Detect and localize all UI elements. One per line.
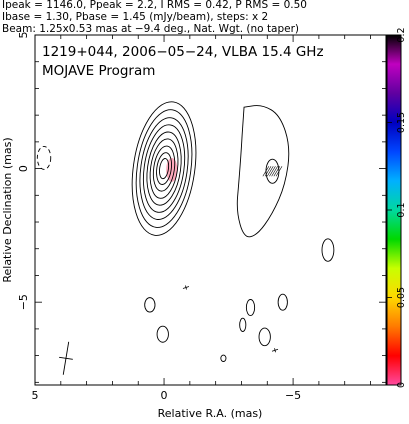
header-line-3: Beam: 1.25x0.53 mas at −9.4 deg., Nat. W… [2, 23, 299, 35]
y-tick-label-2: −5 [17, 294, 30, 310]
plot-area-frame [34, 34, 387, 386]
small-contour-2 [156, 325, 169, 343]
core-contour-7 [135, 109, 193, 228]
small-contour-3 [220, 354, 227, 362]
header-line-1: Ipeak = 1146.0, Ppeak = 2.2, I RMS = 0.4… [2, 0, 307, 11]
y-tick-label-1: 0 [17, 165, 30, 172]
y-axis-title: Relative Declination (mas) [1, 137, 14, 282]
x-axis-title: Relative R.A. (mas) [158, 407, 263, 420]
small-contour-8 [321, 238, 335, 262]
core-contour-5 [142, 124, 186, 213]
small-contour-7 [277, 293, 288, 311]
knot-hatch-5 [273, 166, 281, 177]
core-contour-4 [146, 131, 182, 206]
knot-hatch-2 [266, 166, 274, 177]
small-contour-1 [144, 297, 156, 313]
core-contour-2 [152, 145, 176, 192]
colorbar-tick-label-3: 0.15 [396, 112, 407, 133]
x-tick-label-1: 0 [161, 389, 168, 402]
small-contour-5 [245, 299, 256, 316]
core-contour-3 [149, 138, 179, 199]
small-contour-6 [258, 327, 271, 347]
beam-minor-axis [59, 356, 73, 360]
colorbar-tick-label-1: 0.05 [396, 287, 407, 308]
axis-ticks-layer: 5 0 −5 5 0 −5 [17, 32, 386, 402]
polarization-tick-cross-0 [185, 285, 187, 290]
colorbar-ticks-layer: 0 0.05 0.1 0.15 0.2 [387, 27, 407, 388]
knot-hatch-1 [264, 166, 272, 177]
colorbar-tick-label-2: 0.1 [396, 202, 407, 217]
header-line-2: Ibase = 1.30, Pbase = 1.45 (mJy/beam), s… [2, 11, 268, 23]
contour-map-layer [36, 101, 335, 375]
source-label: 1219+044, 2006−05−24, VLBA 15.4 GHz [42, 44, 324, 60]
knot-hatch-0 [262, 166, 270, 177]
knot-hatch-4 [271, 166, 278, 177]
core-contour-0 [159, 158, 170, 180]
jet-outer-contour [236, 105, 290, 238]
polarization-tick-cross-1 [274, 348, 276, 353]
negative-contour-0 [36, 145, 52, 170]
core-contour-6 [139, 117, 189, 220]
knot-hatch-6 [275, 166, 283, 177]
y-tick-label-0: 5 [17, 32, 30, 39]
x-tick-label-2: −5 [285, 389, 301, 402]
knot-hatch-3 [269, 166, 276, 177]
colorbar-tick-label-4: 0.2 [396, 27, 407, 42]
core-contour-1 [156, 152, 172, 185]
core-contour-8 [131, 101, 197, 236]
colorbar-tick-label-0: 0 [396, 382, 407, 388]
small-contour-4 [239, 317, 247, 333]
x-tick-label-0: 5 [32, 389, 39, 402]
program-label: MOJAVE Program [42, 63, 155, 79]
